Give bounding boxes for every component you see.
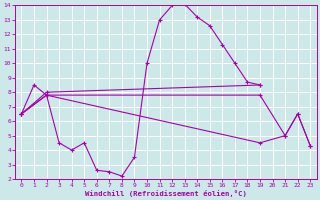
X-axis label: Windchill (Refroidissement éolien,°C): Windchill (Refroidissement éolien,°C) [85, 190, 247, 197]
